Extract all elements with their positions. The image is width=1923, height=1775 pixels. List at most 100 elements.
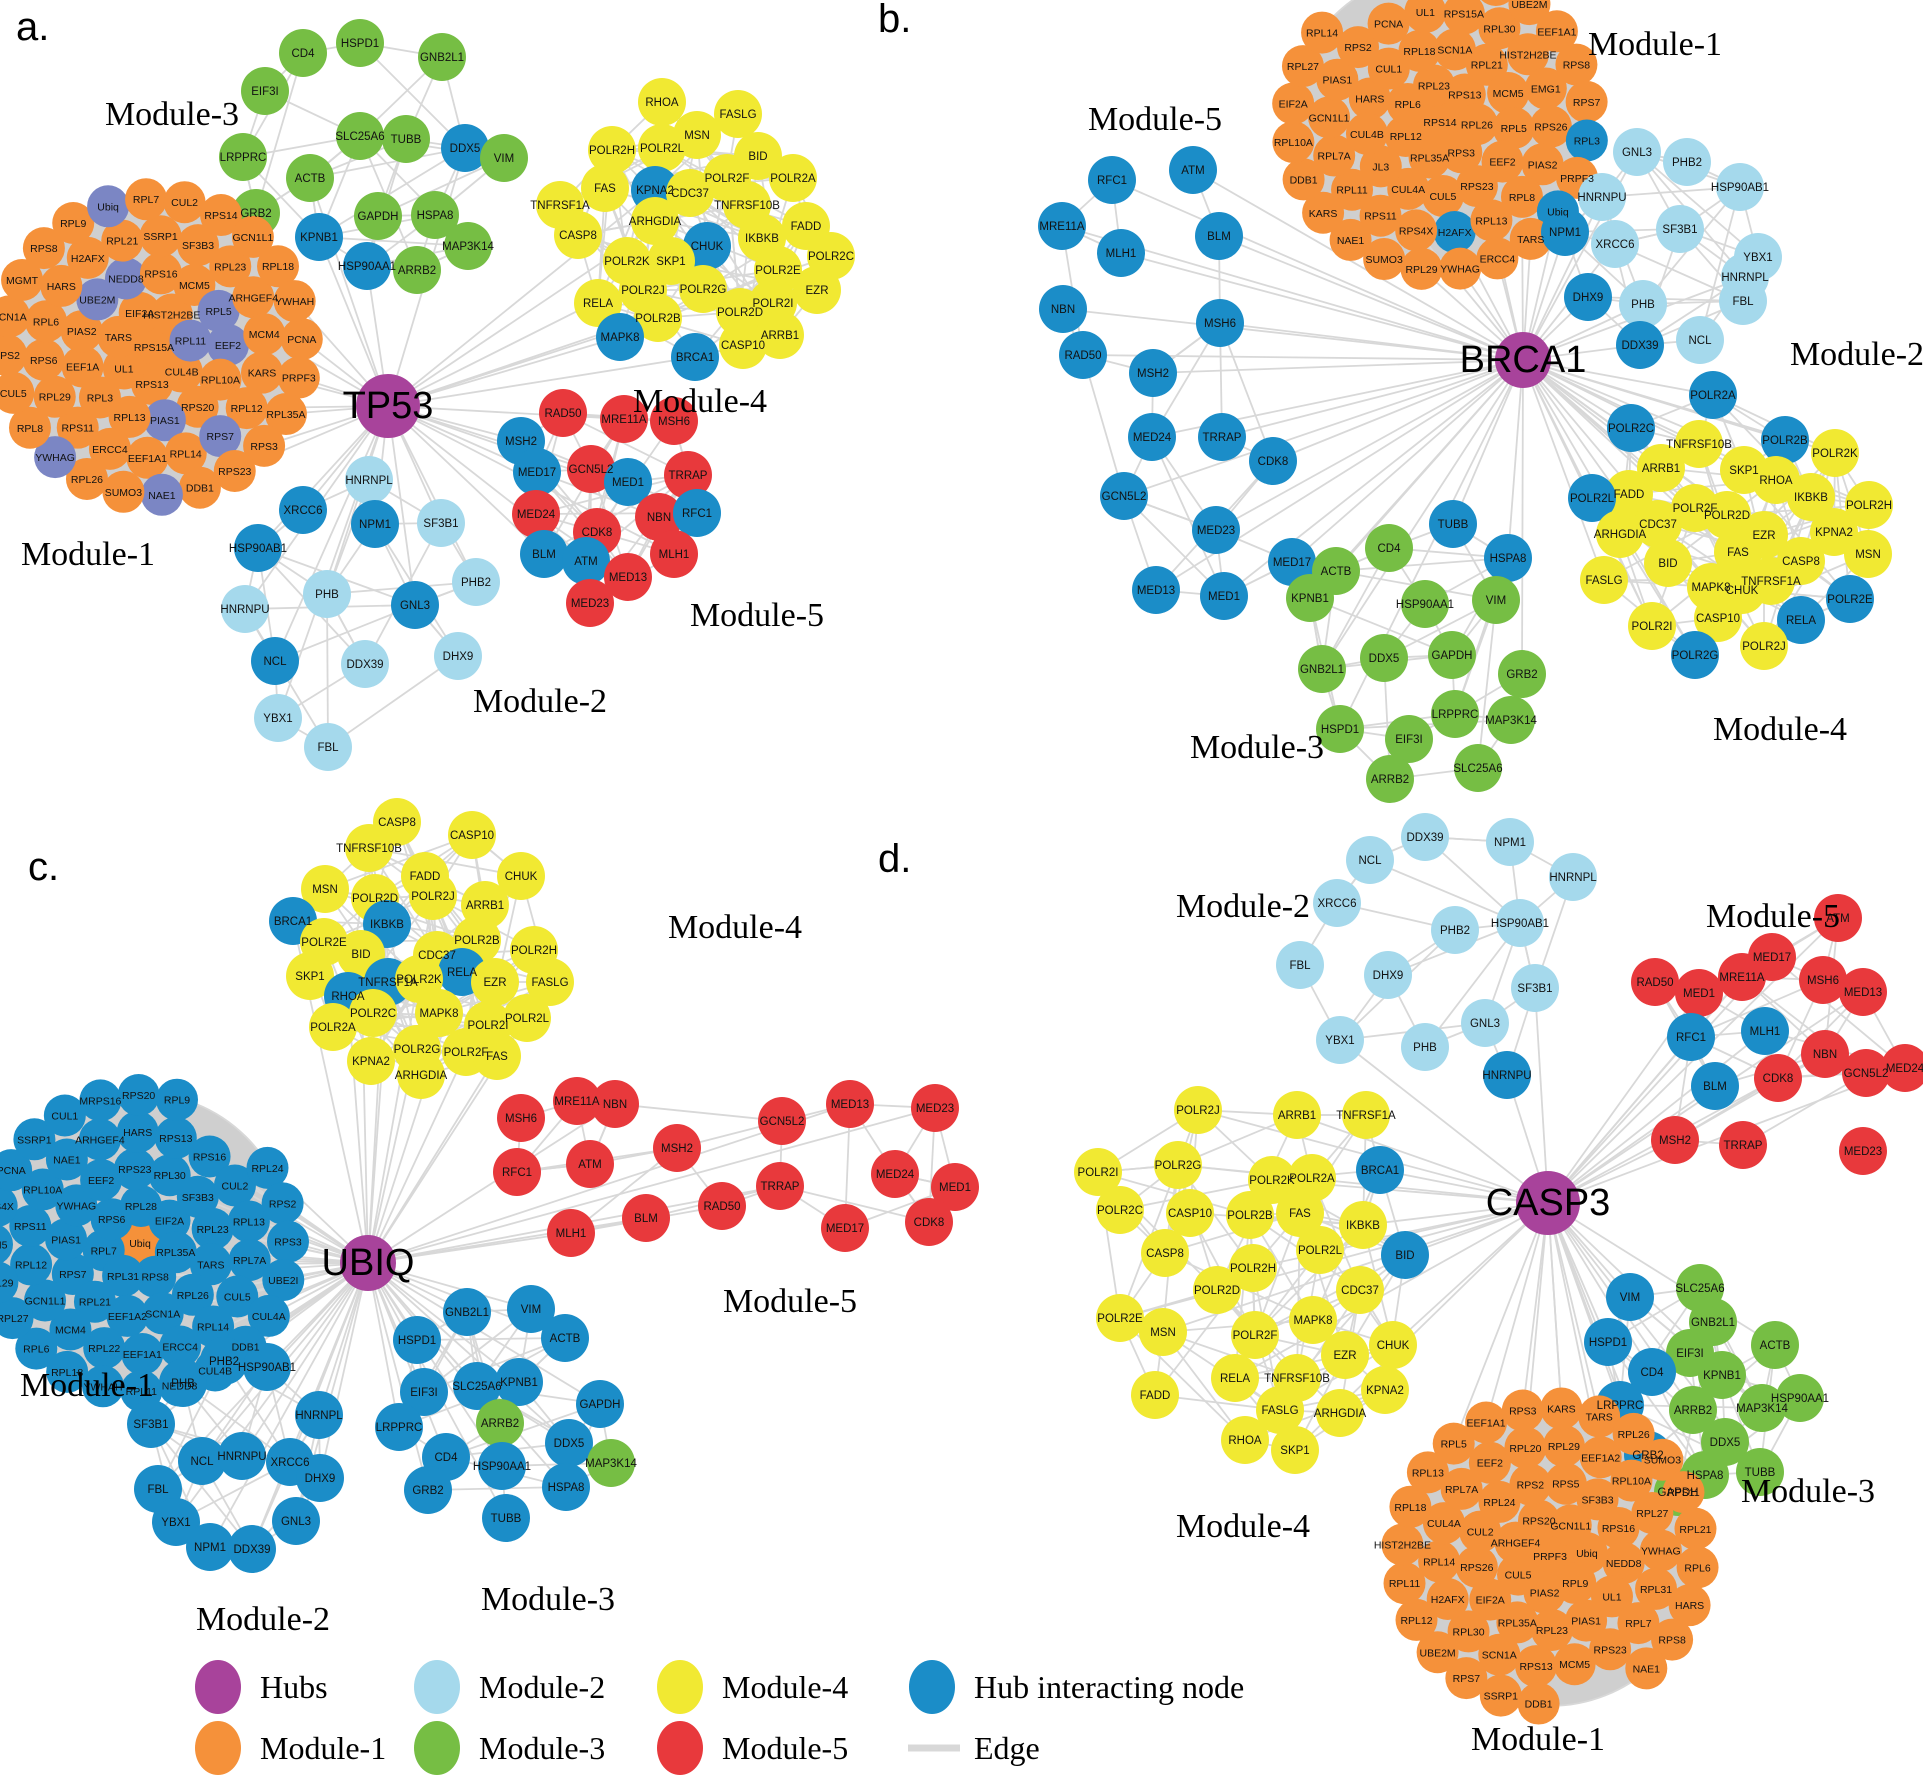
node-cdc37 bbox=[1634, 500, 1682, 548]
edge bbox=[274, 604, 416, 662]
node-gcn1l1 bbox=[1308, 96, 1351, 139]
node-label-skp1: SKP1 bbox=[1729, 465, 1758, 477]
hub-label-casp3: CASP3 bbox=[1486, 1182, 1611, 1224]
node-phb2 bbox=[200, 1337, 248, 1385]
node-sf3b3 bbox=[177, 224, 220, 267]
node-label-map3k14: MAP3K14 bbox=[1485, 715, 1537, 727]
node-label-rpl30: RPL30 bbox=[1483, 23, 1515, 35]
node-polr2h bbox=[1845, 481, 1893, 529]
node-label-polr2i: POLR2I bbox=[753, 298, 794, 310]
node-pcna bbox=[1367, 2, 1410, 45]
node-tars bbox=[189, 1243, 232, 1286]
node-rpl7 bbox=[125, 178, 168, 221]
node-label-ube2m: UBE2M bbox=[1420, 1647, 1456, 1659]
node-rps14 bbox=[200, 194, 243, 237]
node-label-hspa8: HSPA8 bbox=[1490, 553, 1527, 565]
node-label-casp10: CASP10 bbox=[450, 830, 494, 842]
node-label-gcn1l1: GCN1L1 bbox=[1550, 1520, 1591, 1532]
node-trrap bbox=[664, 451, 712, 499]
node-ddb1 bbox=[178, 466, 221, 509]
node-vim bbox=[1472, 576, 1520, 624]
node-atm bbox=[1814, 894, 1862, 942]
node-gnl3 bbox=[272, 1497, 320, 1545]
node-label-tnfrsf10b: TNFRSF10B bbox=[1666, 439, 1732, 451]
node-rps4x bbox=[1395, 209, 1438, 252]
node-brca1 bbox=[671, 333, 719, 381]
node-label-rps2: RPS2 bbox=[269, 1198, 297, 1210]
node-label-rps2: RPS2 bbox=[1344, 42, 1372, 54]
node-label-hspa8: HSPA8 bbox=[548, 1482, 585, 1494]
node-casp10 bbox=[1694, 594, 1742, 642]
node-label-cul2: CUL2 bbox=[1467, 1527, 1494, 1539]
node-label-skp1: SKP1 bbox=[295, 971, 324, 983]
node-polr2l bbox=[1568, 474, 1616, 522]
node-label-polr2e: POLR2E bbox=[1097, 1313, 1143, 1325]
node-label-kpna2: KPNA2 bbox=[636, 185, 674, 197]
node-label-lrpprc: LRPPRC bbox=[1597, 1400, 1644, 1412]
node-casp8 bbox=[554, 211, 602, 259]
node-label-cul5: CUL5 bbox=[224, 1291, 251, 1303]
node-label-med17: MED17 bbox=[1273, 557, 1311, 569]
node-label-scn1a: SCN1A bbox=[1482, 1650, 1517, 1662]
node-cul5 bbox=[1497, 1553, 1540, 1596]
node-label-polr2h: POLR2H bbox=[1846, 500, 1892, 512]
node-label-pias1: PIAS1 bbox=[1571, 1616, 1601, 1628]
node-rpl11 bbox=[169, 319, 212, 362]
node-label-gapdh: GAPDH bbox=[358, 211, 399, 223]
legend-swatch-module-3 bbox=[414, 1721, 460, 1775]
node-polr2j bbox=[409, 872, 457, 920]
node-label-npm1: NPM1 bbox=[194, 1542, 226, 1554]
node-label-npm1: NPM1 bbox=[1549, 227, 1581, 239]
node-rps3 bbox=[243, 424, 286, 467]
node-polr2h bbox=[1229, 1244, 1277, 1292]
node-rps13 bbox=[1515, 1645, 1558, 1688]
node-label-map3k14: MAP3K14 bbox=[1736, 1403, 1788, 1415]
node-label-med1: MED1 bbox=[1683, 988, 1715, 1000]
node-hsp90ab1 bbox=[1496, 899, 1544, 947]
node-label-lrpprc: LRPPRC bbox=[376, 1422, 423, 1434]
node-label-tubb: TUBB bbox=[491, 1513, 522, 1525]
node-cdk8 bbox=[1249, 437, 1297, 485]
node-med24 bbox=[1881, 1044, 1923, 1092]
node-label-rps26: RPS26 bbox=[1534, 122, 1567, 134]
node-label-med13: MED13 bbox=[1137, 585, 1175, 597]
node-label-rpl35a: RPL35A bbox=[1410, 153, 1449, 165]
node-label-cd4: CD4 bbox=[291, 48, 315, 60]
node-label-rps14: RPS14 bbox=[204, 210, 237, 222]
node-label-eif2a: EIF2A bbox=[155, 1216, 184, 1228]
node-label-rad50: RAD50 bbox=[703, 1201, 740, 1213]
node-label-arrb1: ARRB1 bbox=[1278, 1110, 1316, 1122]
node-label-rpl7a: RPL7A bbox=[1445, 1484, 1478, 1496]
node-rpl22 bbox=[83, 1327, 126, 1370]
node-label-actb: ACTB bbox=[295, 173, 326, 185]
node-label-blm: BLM bbox=[634, 1213, 658, 1225]
node-label-ikbkb: IKBKB bbox=[370, 919, 404, 931]
node-arhgef4 bbox=[232, 276, 275, 319]
node-vim bbox=[1606, 1273, 1654, 1321]
node-label-msh6: MSH6 bbox=[658, 416, 690, 428]
node-label-fbl: FBL bbox=[317, 742, 339, 754]
node-rps5 bbox=[1544, 1462, 1587, 1505]
node-label-rpl18: RPL18 bbox=[1403, 46, 1435, 58]
node-label-med17: MED17 bbox=[826, 1223, 864, 1235]
node-label-gapdh: GAPDH bbox=[1658, 1487, 1699, 1499]
node-label-rps20: RPS20 bbox=[1522, 1516, 1555, 1528]
node-label-rpl10a: RPL10A bbox=[1274, 137, 1313, 149]
node-gcn1l1 bbox=[231, 215, 274, 258]
node-ubiq bbox=[119, 1222, 161, 1264]
node-cd4 bbox=[1365, 524, 1413, 572]
node-hspd1 bbox=[1584, 1318, 1632, 1366]
node-label-eif3i: EIF3I bbox=[1676, 1348, 1703, 1360]
node-rps6 bbox=[22, 338, 65, 381]
node-mlh1 bbox=[1097, 229, 1145, 277]
node-rpl6 bbox=[25, 300, 68, 343]
node-label-med13: MED13 bbox=[831, 1099, 869, 1111]
node-eif3i bbox=[400, 1368, 448, 1416]
node-jl3 bbox=[1359, 145, 1402, 188]
node-label-arrb2: ARRB2 bbox=[1674, 1405, 1712, 1417]
node-eef1a1 bbox=[1535, 10, 1578, 53]
node-rpl14 bbox=[1301, 11, 1344, 54]
node-label-arhgef4: ARHGEF4 bbox=[1491, 1538, 1541, 1550]
node-label-mcm4: MCM4 bbox=[249, 329, 280, 341]
node-label-eif3i: EIF3I bbox=[1395, 734, 1422, 746]
